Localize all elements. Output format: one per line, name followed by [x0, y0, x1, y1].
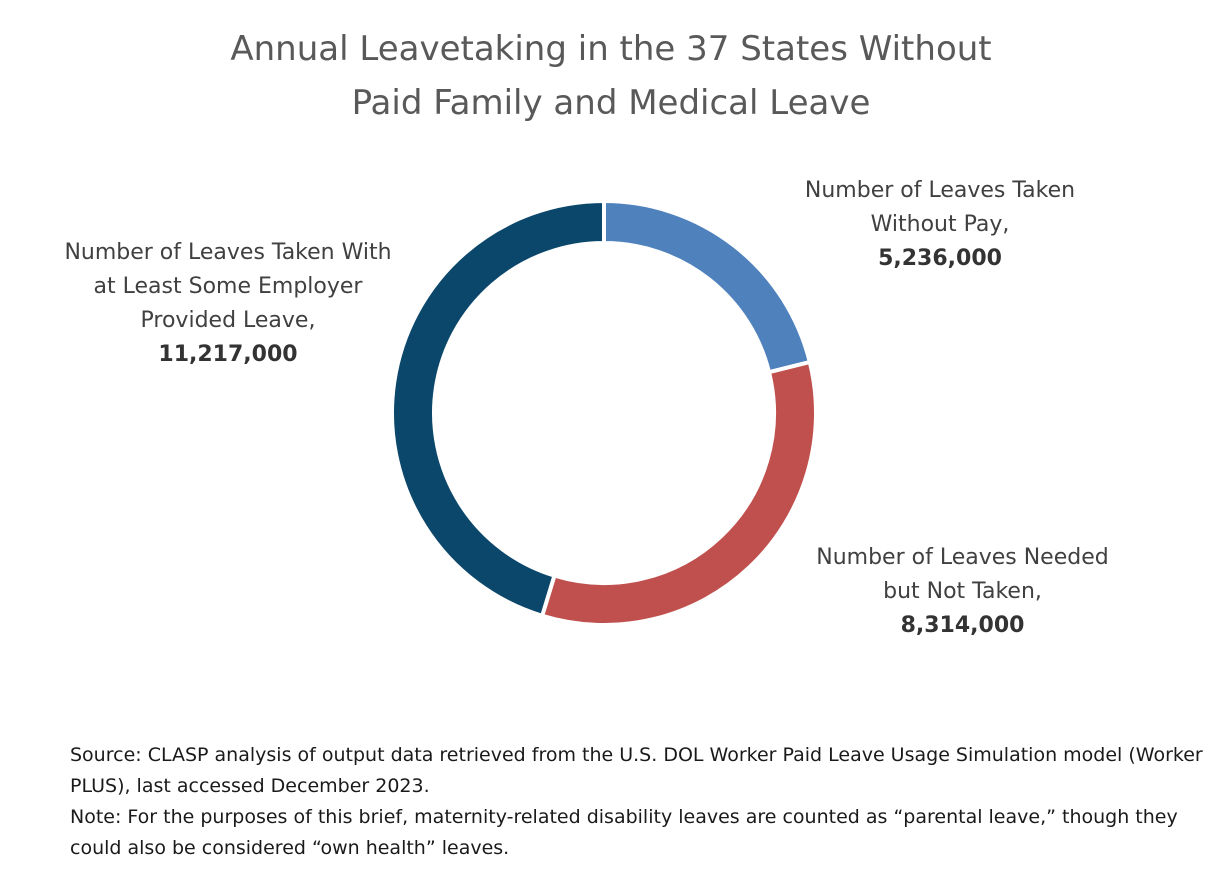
- label-employer-value: 11,217,000: [158, 342, 298, 367]
- chart-footer: Source: CLASP analysis of output data re…: [70, 740, 1210, 864]
- label-employer-line-3: Provided Leave,: [140, 308, 316, 333]
- label-employer-provided-leave: Number of Leaves Taken With at Least Som…: [40, 236, 416, 372]
- label-needed-line-1: Number of Leaves Needed: [816, 545, 1109, 570]
- label-employer-line-2: at Least Some Employer: [93, 274, 363, 299]
- label-needed-not-taken: Number of Leaves Needed but Not Taken, 8…: [790, 541, 1135, 643]
- label-employer-line-1: Number of Leaves Taken With: [64, 240, 392, 265]
- label-without-pay-line-2: Without Pay,: [870, 212, 1010, 237]
- chart-title-line-1: Annual Leavetaking in the 37 States With…: [230, 29, 992, 69]
- chart-title-line-2: Paid Family and Medical Leave: [351, 83, 871, 123]
- chart-title: Annual Leavetaking in the 37 States With…: [0, 22, 1222, 130]
- label-without-pay: Number of Leaves Taken Without Pay, 5,23…: [770, 174, 1110, 276]
- label-without-pay-line-1: Number of Leaves Taken: [804, 178, 1076, 203]
- methodology-note: Note: For the purposes of this brief, ma…: [70, 806, 1178, 859]
- donut-slice-2: [539, 359, 818, 627]
- label-without-pay-value: 5,236,000: [878, 246, 1002, 271]
- source-note: Source: CLASP analysis of output data re…: [70, 744, 1203, 797]
- label-needed-line-2: but Not Taken,: [883, 579, 1042, 604]
- label-needed-value: 8,314,000: [900, 613, 1025, 638]
- donut-slice-3: [390, 198, 606, 619]
